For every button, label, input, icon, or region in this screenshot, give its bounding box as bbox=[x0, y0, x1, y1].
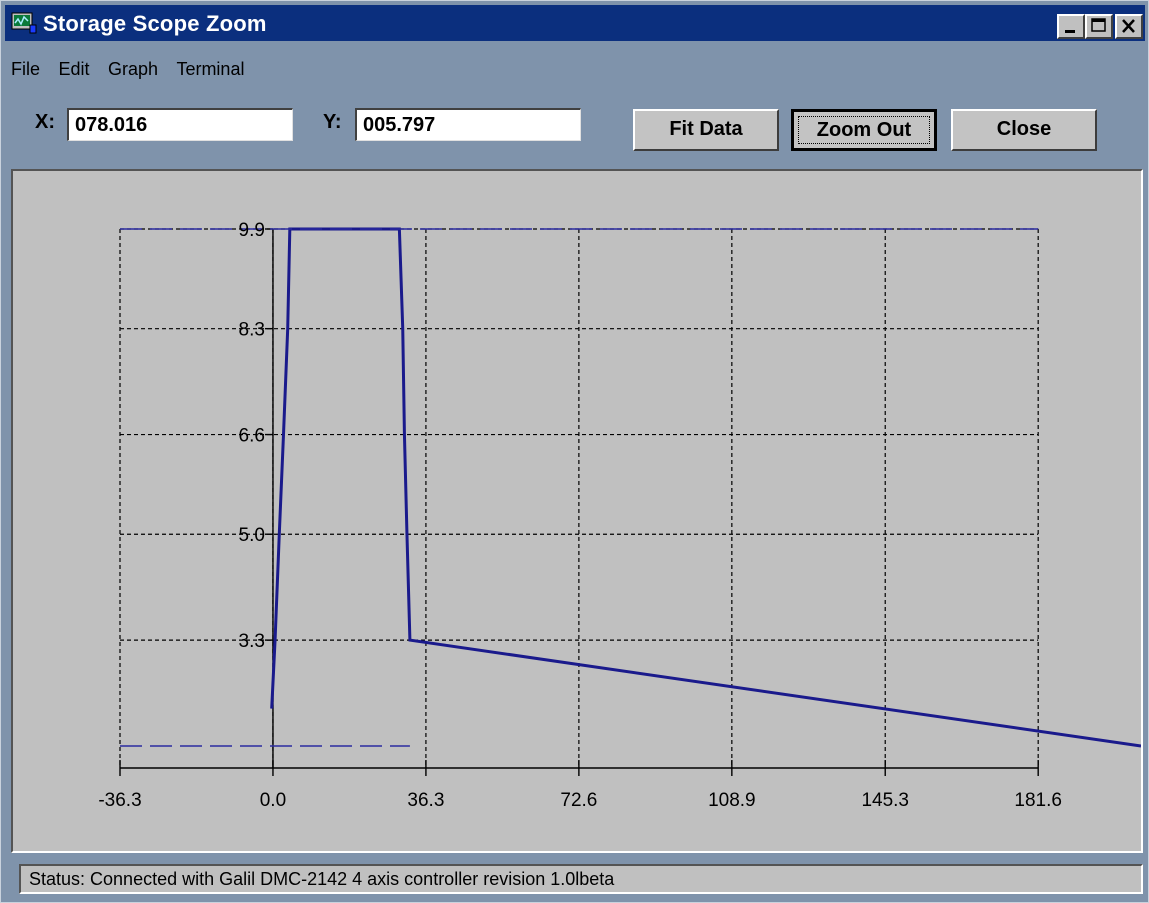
title-bar[interactable]: Storage Scope Zoom bbox=[5, 5, 1145, 41]
minimize-icon bbox=[1065, 30, 1075, 33]
plot-area[interactable]: 9.9 8.3 6.6 5.0 3.3 -36.3 0.0 36.3 72.6 108.9 145.… bbox=[13, 171, 1141, 851]
y-tick-label-0: 9.9 bbox=[239, 220, 265, 241]
y-value-field[interactable] bbox=[355, 108, 581, 141]
fit-data-button[interactable]: Fit Data bbox=[633, 109, 779, 151]
x-tick-label-6: 181.6 bbox=[1014, 790, 1062, 811]
close-button[interactable]: Close bbox=[951, 109, 1097, 151]
close-label: Close bbox=[996, 118, 1052, 140]
y-label: Y: bbox=[323, 111, 342, 133]
minimize-button[interactable] bbox=[1057, 14, 1085, 39]
x-tick-label-2: 36.3 bbox=[407, 790, 444, 811]
x-tick-label-3: 72.6 bbox=[560, 790, 597, 811]
x-tick-label-5: 145.3 bbox=[861, 790, 909, 811]
y-tick-label-1: 8.3 bbox=[239, 320, 265, 341]
fit-data-label: Fit Data bbox=[669, 118, 743, 140]
series-line-0 bbox=[270, 227, 1141, 748]
focus-rect bbox=[798, 116, 930, 144]
menu-graph[interactable]: Graph bbox=[107, 59, 158, 79]
menu-bar: File Edit Graph Terminal bbox=[11, 59, 258, 85]
y-tick-label-4: 3.3 bbox=[239, 631, 265, 652]
x-tick-label-4: 108.9 bbox=[708, 790, 756, 811]
maximize-icon bbox=[1091, 18, 1106, 32]
status-bar: Status: Connected with Galil DMC-2142 4 … bbox=[19, 864, 1143, 894]
x-label: X: bbox=[35, 111, 55, 133]
zoom-out-button[interactable]: Zoom Out bbox=[791, 109, 937, 151]
x-tick-label-1: 0.0 bbox=[260, 790, 286, 811]
menu-file[interactable]: File bbox=[11, 59, 41, 79]
menu-terminal[interactable]: Terminal bbox=[176, 59, 245, 79]
zoom-out-label: Zoom Out bbox=[816, 119, 912, 141]
x-value-field[interactable] bbox=[67, 108, 293, 141]
menu-edit[interactable]: Edit bbox=[58, 59, 90, 79]
status-text: Status: Connected with Galil DMC-2142 4 … bbox=[29, 869, 615, 889]
y-tick-label-2: 6.6 bbox=[239, 426, 265, 447]
window-title: Storage Scope Zoom bbox=[43, 11, 267, 36]
close-window-button[interactable] bbox=[1115, 14, 1143, 39]
scope-app-icon bbox=[11, 12, 37, 34]
scope-graph[interactable]: 9.9 8.3 6.6 5.0 3.3 -36.3 0.0 36.3 72.6 108.9 145.… bbox=[11, 169, 1143, 853]
y-tick-label-3: 5.0 bbox=[239, 525, 265, 546]
close-icon bbox=[1122, 19, 1135, 33]
x-tick-label-0: -36.3 bbox=[98, 790, 141, 811]
maximize-button[interactable] bbox=[1085, 14, 1113, 39]
